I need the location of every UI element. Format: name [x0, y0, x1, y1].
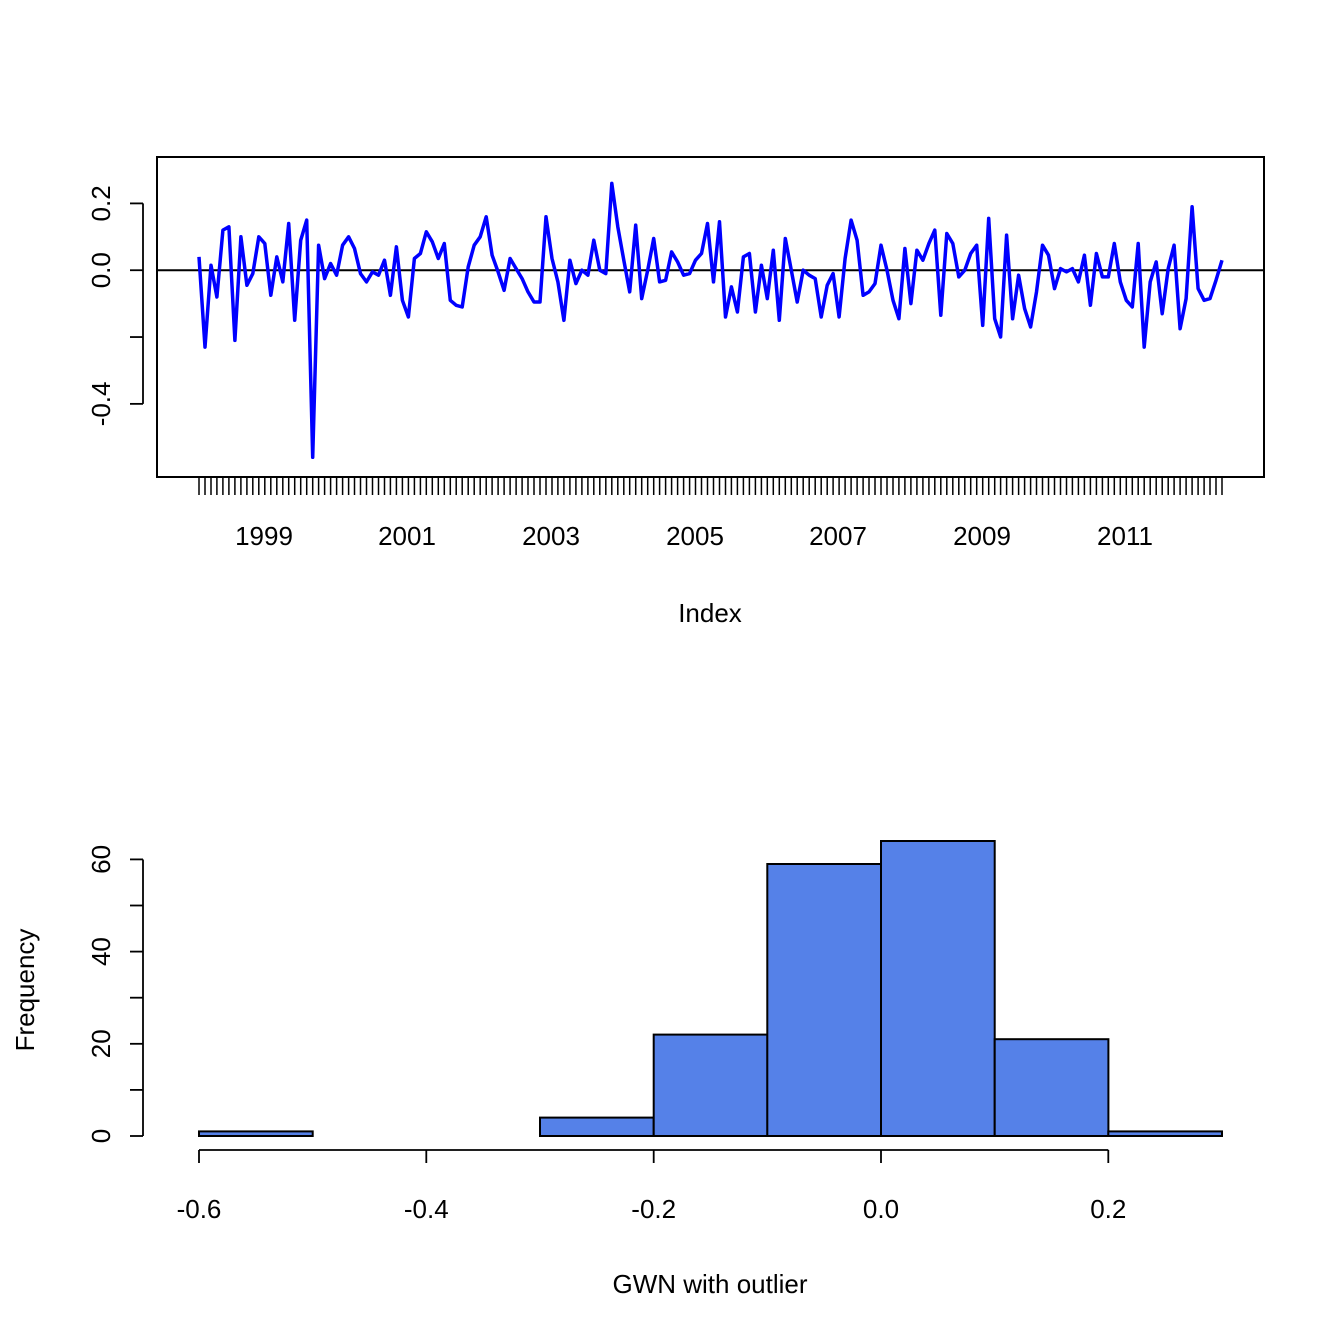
x-tick-label: 2009	[953, 521, 1011, 551]
x-tick-label: 2003	[522, 521, 580, 551]
y-tick-label: 0.0	[86, 252, 116, 288]
x-tick-label: 2011	[1097, 521, 1153, 551]
y-ticks	[130, 202, 143, 405]
x-axis-title: Index	[678, 598, 742, 628]
x-tick-label: -0.6	[177, 1194, 222, 1224]
x-tick-label: 2005	[666, 521, 724, 551]
histogram-bars	[198, 840, 1224, 1138]
histogram-bar	[993, 1038, 1110, 1137]
x-tick-label: 1999	[235, 521, 293, 551]
x-tick-label: 2001	[378, 521, 436, 551]
y-axis: -0.4 0.0 0.2	[86, 185, 144, 426]
x-ticks	[198, 477, 1223, 495]
x-tick-label: 0.0	[863, 1194, 899, 1224]
x-tick-label: -0.2	[631, 1194, 676, 1224]
x-tick-label: 0.2	[1090, 1194, 1126, 1224]
y-tick-label: 40	[86, 937, 116, 966]
histogram-bar	[652, 1033, 769, 1137]
y-tick-label: 0.2	[86, 185, 116, 221]
x-tick-label: 2007	[809, 521, 867, 551]
histogram-panel: 0 20 40 60 Frequency -0.6 -0.4 -0.2 0.0 …	[10, 840, 1224, 1299]
time-series-panel: -0.4 0.0 0.2 1999 2001 2003 2005 2007 20…	[86, 156, 1265, 628]
histogram-bar	[198, 1130, 314, 1138]
y-tick-label: 0	[86, 1129, 116, 1143]
y-tick-label: 60	[86, 845, 116, 874]
y-tick-label: 20	[86, 1029, 116, 1058]
y-axis: 0 20 40 60 Frequency	[10, 845, 144, 1143]
x-ticks	[198, 1150, 1110, 1163]
histogram-bar	[539, 1116, 655, 1137]
x-axis-title: GWN with outlier	[612, 1269, 807, 1299]
x-axis: -0.6 -0.4 -0.2 0.0 0.2	[177, 1149, 1126, 1224]
series-line	[197, 181, 1224, 460]
time-series-plot-box	[156, 156, 1265, 478]
x-axis: 1999 2001 2003 2005 2007 2009 2011	[198, 477, 1223, 551]
y-tick-label: -0.4	[86, 381, 116, 426]
x-tick-label: -0.4	[404, 1194, 449, 1224]
histogram-bar	[1107, 1130, 1224, 1138]
histogram-bar	[766, 863, 882, 1137]
histogram-bar	[880, 840, 996, 1137]
y-axis-title: Frequency	[10, 929, 40, 1052]
y-ticks	[130, 858, 143, 1137]
